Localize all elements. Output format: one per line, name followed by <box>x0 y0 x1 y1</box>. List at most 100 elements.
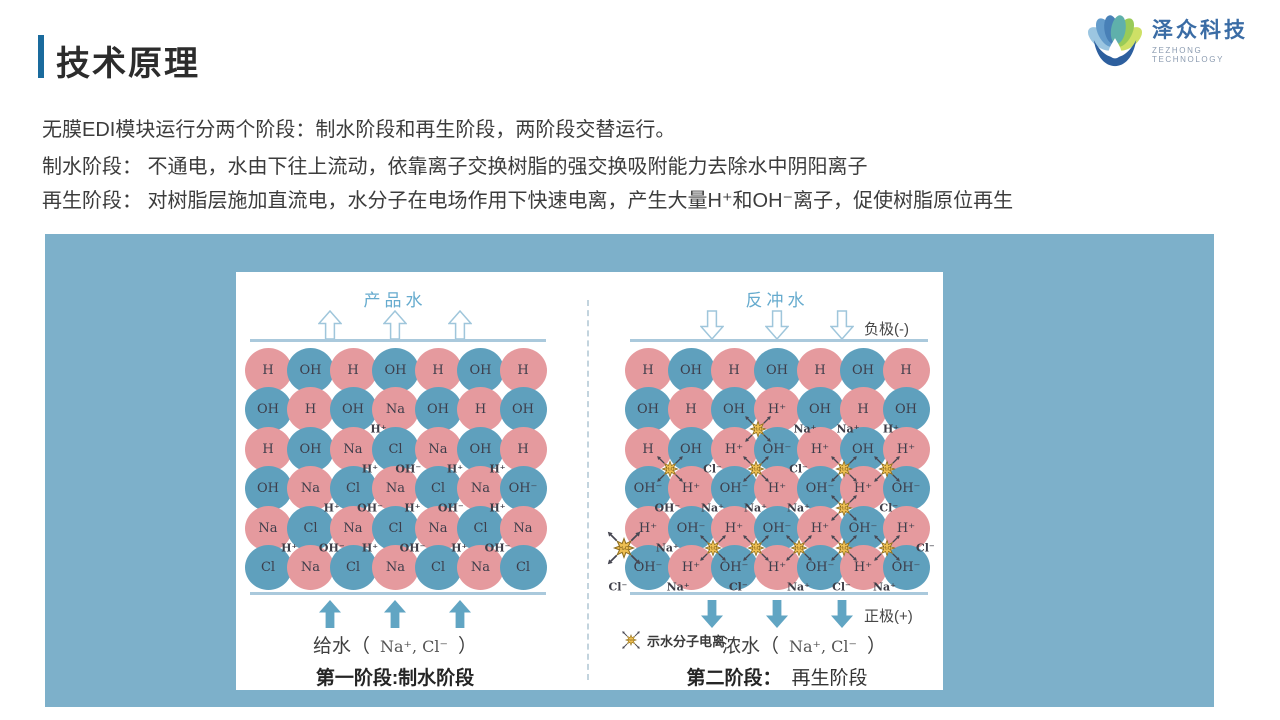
svg-text:H₂O: H₂O <box>795 545 803 550</box>
resin-bead: Cl <box>457 505 504 551</box>
resin-bead: Cl <box>499 545 547 590</box>
water-ionization-star-icon: H₂O <box>825 529 863 567</box>
resin-bead: OH⁻ <box>624 545 672 590</box>
resin-bead: OH <box>624 387 672 432</box>
resin-bead: Na <box>457 545 504 590</box>
resin-bead: H <box>414 347 462 393</box>
stage-description: 制水阶段： 不通电，水由下往上流动，依靠离子交换树脂的强交换吸附能力去除水中阴阳… <box>42 151 1013 218</box>
free-ion-label: OH⁻ <box>395 462 422 476</box>
free-ion-label: H⁺ <box>281 541 298 555</box>
water-ionization-star-icon: H₂O <box>600 524 648 572</box>
resin-bead: OH⁻ <box>667 505 715 551</box>
free-ion-label: Cl⁻ <box>728 580 748 594</box>
resin-bead: H⁺ <box>753 387 801 432</box>
water-ionization-star-icon: H₂O <box>737 529 775 567</box>
flow-arrow-down-icon <box>765 599 789 629</box>
flow-arrow-up-icon <box>383 599 407 629</box>
free-ion-label: OH⁻ <box>399 541 426 555</box>
concentrate-water-label: 浓水（ Na⁺, Cl⁻） <box>722 636 886 657</box>
resin-bead: OH <box>796 387 844 432</box>
stage-line-water: 制水阶段： 不通电，水由下往上流动，依靠离子交换树脂的强交换吸附能力去除水中阴阳… <box>42 156 868 178</box>
resin-bead: Na <box>414 426 462 472</box>
resin-bead: H <box>667 387 715 432</box>
svg-text:H₂O: H₂O <box>666 466 674 471</box>
resin-bead: H⁺ <box>796 505 844 551</box>
resin-bed-bottom-line-left <box>250 592 546 595</box>
legend-label: 示水分子电离 <box>647 633 726 649</box>
logo-company-name: 泽众科技 <box>1152 19 1248 42</box>
flow-arrow-down-icon <box>829 310 855 341</box>
water-ionization-star-icon: H₂O <box>780 529 818 567</box>
resin-bead: OH <box>457 426 504 472</box>
resin-bead: OH <box>244 466 292 511</box>
water-ionization-star-icon: H₂O <box>694 529 732 567</box>
resin-bead: Cl <box>244 545 292 590</box>
concentrate-water-ions: Na⁺, Cl⁻ <box>789 637 857 656</box>
water-ionization-star-icon: H₂O <box>737 450 775 488</box>
resin-bed-bottom-line-right <box>630 592 928 595</box>
flow-arrow-down-icon <box>699 310 725 341</box>
resin-bead: H <box>499 426 547 472</box>
resin-bead: H⁺ <box>882 426 930 472</box>
resin-bead: Na <box>457 466 504 511</box>
resin-bead: H <box>244 347 292 393</box>
resin-bead: Na <box>414 505 462 551</box>
free-ion-label: Cl⁻ <box>832 580 851 594</box>
free-ion-label: Na⁺ <box>744 501 767 515</box>
stage-line-regen: 再生阶段： 对树脂层施加直流电，水分子在电场作用下快速电离，产生大量H⁺和OH⁻… <box>42 189 1014 212</box>
title-accent-bar <box>38 35 44 78</box>
free-ion-label: H⁺ <box>370 422 387 436</box>
diagram-card: 产品水 H OH H OH H OH H OH H OH Na OH H OH H OH Na Cl Na OH H OH… <box>236 272 943 690</box>
svg-text:H₂O: H₂O <box>883 466 891 471</box>
svg-text:H₂O: H₂O <box>840 506 848 511</box>
free-ion-label: Na⁺ <box>873 580 896 594</box>
flow-arrow-down-icon <box>830 599 854 629</box>
resin-bead: OH <box>457 347 504 393</box>
free-ion-label: H⁺ <box>404 501 421 515</box>
resin-bead: H <box>624 347 672 393</box>
resin-bead: OH <box>839 426 887 472</box>
resin-bead: OH⁻ <box>753 505 801 551</box>
water-ionization-star-icon: H₂O <box>739 410 777 448</box>
resin-bead: H⁺ <box>710 505 758 551</box>
water-ionization-star-icon: H₂O <box>868 450 906 488</box>
free-ion-label: H⁺ <box>323 501 340 515</box>
resin-bead: OH <box>710 387 758 432</box>
resin-bead: Na <box>287 466 334 511</box>
resin-bead: OH⁻ <box>499 466 547 511</box>
resin-bead: Cl <box>414 545 462 590</box>
resin-bead: Cl <box>287 505 334 551</box>
anode-label: 正极(+) <box>864 608 913 625</box>
stage-two-caption: 第二阶段： 再生阶段 <box>686 668 868 689</box>
free-ion-label: OH⁻ <box>357 501 383 515</box>
resin-bead: OH⁻ <box>796 545 844 590</box>
svg-text:H₂O: H₂O <box>752 466 760 471</box>
resin-bead: H <box>882 347 930 393</box>
resin-bead: H <box>244 426 292 472</box>
svg-text:H₂O: H₂O <box>754 427 762 432</box>
resin-bead: OH <box>244 387 292 432</box>
right-flow-title: 反冲水 <box>745 291 809 310</box>
resin-bead: Na <box>372 466 419 511</box>
free-ion-label: H⁺ <box>882 422 900 436</box>
flow-arrow-up-icon <box>317 309 343 340</box>
svg-text:H₂O: H₂O <box>752 545 760 550</box>
page-title: 技术原理 <box>56 45 200 83</box>
logo-company-subtitle: ZEZHONG TECHNOLOGY <box>1152 46 1225 64</box>
resin-bead: H⁺ <box>624 505 672 551</box>
resin-bead: H <box>329 347 377 393</box>
svg-text:H₂O: H₂O <box>840 545 848 550</box>
flow-arrow-up-icon <box>318 599 342 629</box>
resin-bead: OH <box>667 426 715 472</box>
resin-bead: Cl <box>414 466 462 511</box>
free-ion-label: Na⁺ <box>655 541 679 555</box>
free-ion-label: Cl⁻ <box>608 580 628 594</box>
water-ionization-star-icon: H₂O <box>651 450 689 488</box>
resin-bed-top-line-left <box>250 339 546 342</box>
resin-bead: Na <box>244 505 292 551</box>
resin-bead: OH <box>329 387 377 432</box>
flow-arrow-up-icon <box>382 309 408 340</box>
free-ion-label: Na⁺ <box>666 580 690 594</box>
svg-text:H₂O: H₂O <box>709 545 717 550</box>
resin-bead: OH⁻ <box>710 545 758 590</box>
